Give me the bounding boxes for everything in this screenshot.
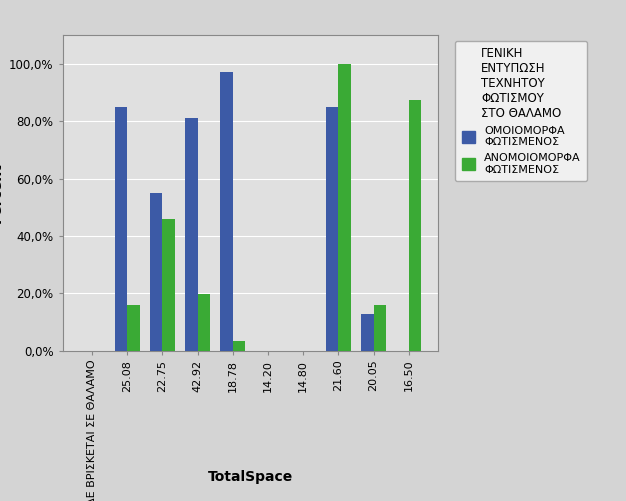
Y-axis label: Percent: Percent xyxy=(0,162,4,223)
Bar xyxy=(409,100,421,351)
Bar xyxy=(185,118,198,351)
Bar xyxy=(233,341,245,351)
Bar xyxy=(198,294,210,351)
Bar xyxy=(162,219,175,351)
Bar xyxy=(150,193,162,351)
Bar xyxy=(374,305,386,351)
Bar xyxy=(220,72,233,351)
Bar xyxy=(361,314,374,351)
Legend: ΟΜΟΙΟΜΟΡΦΑ
ΦΩΤΙΣΜΕΝΟΣ, ΑΝΟΜΟΙΟΜΟΡΦΑ
ΦΩΤΙΣΜΕΝΟΣ: ΟΜΟΙΟΜΟΡΦΑ ΦΩΤΙΣΜΕΝΟΣ, ΑΝΟΜΟΙΟΜΟΡΦΑ ΦΩΤΙ… xyxy=(455,41,587,181)
Text: TotalSpace: TotalSpace xyxy=(208,470,293,484)
Bar xyxy=(339,64,351,351)
Bar xyxy=(127,305,140,351)
Bar xyxy=(326,107,339,351)
Bar xyxy=(115,107,127,351)
